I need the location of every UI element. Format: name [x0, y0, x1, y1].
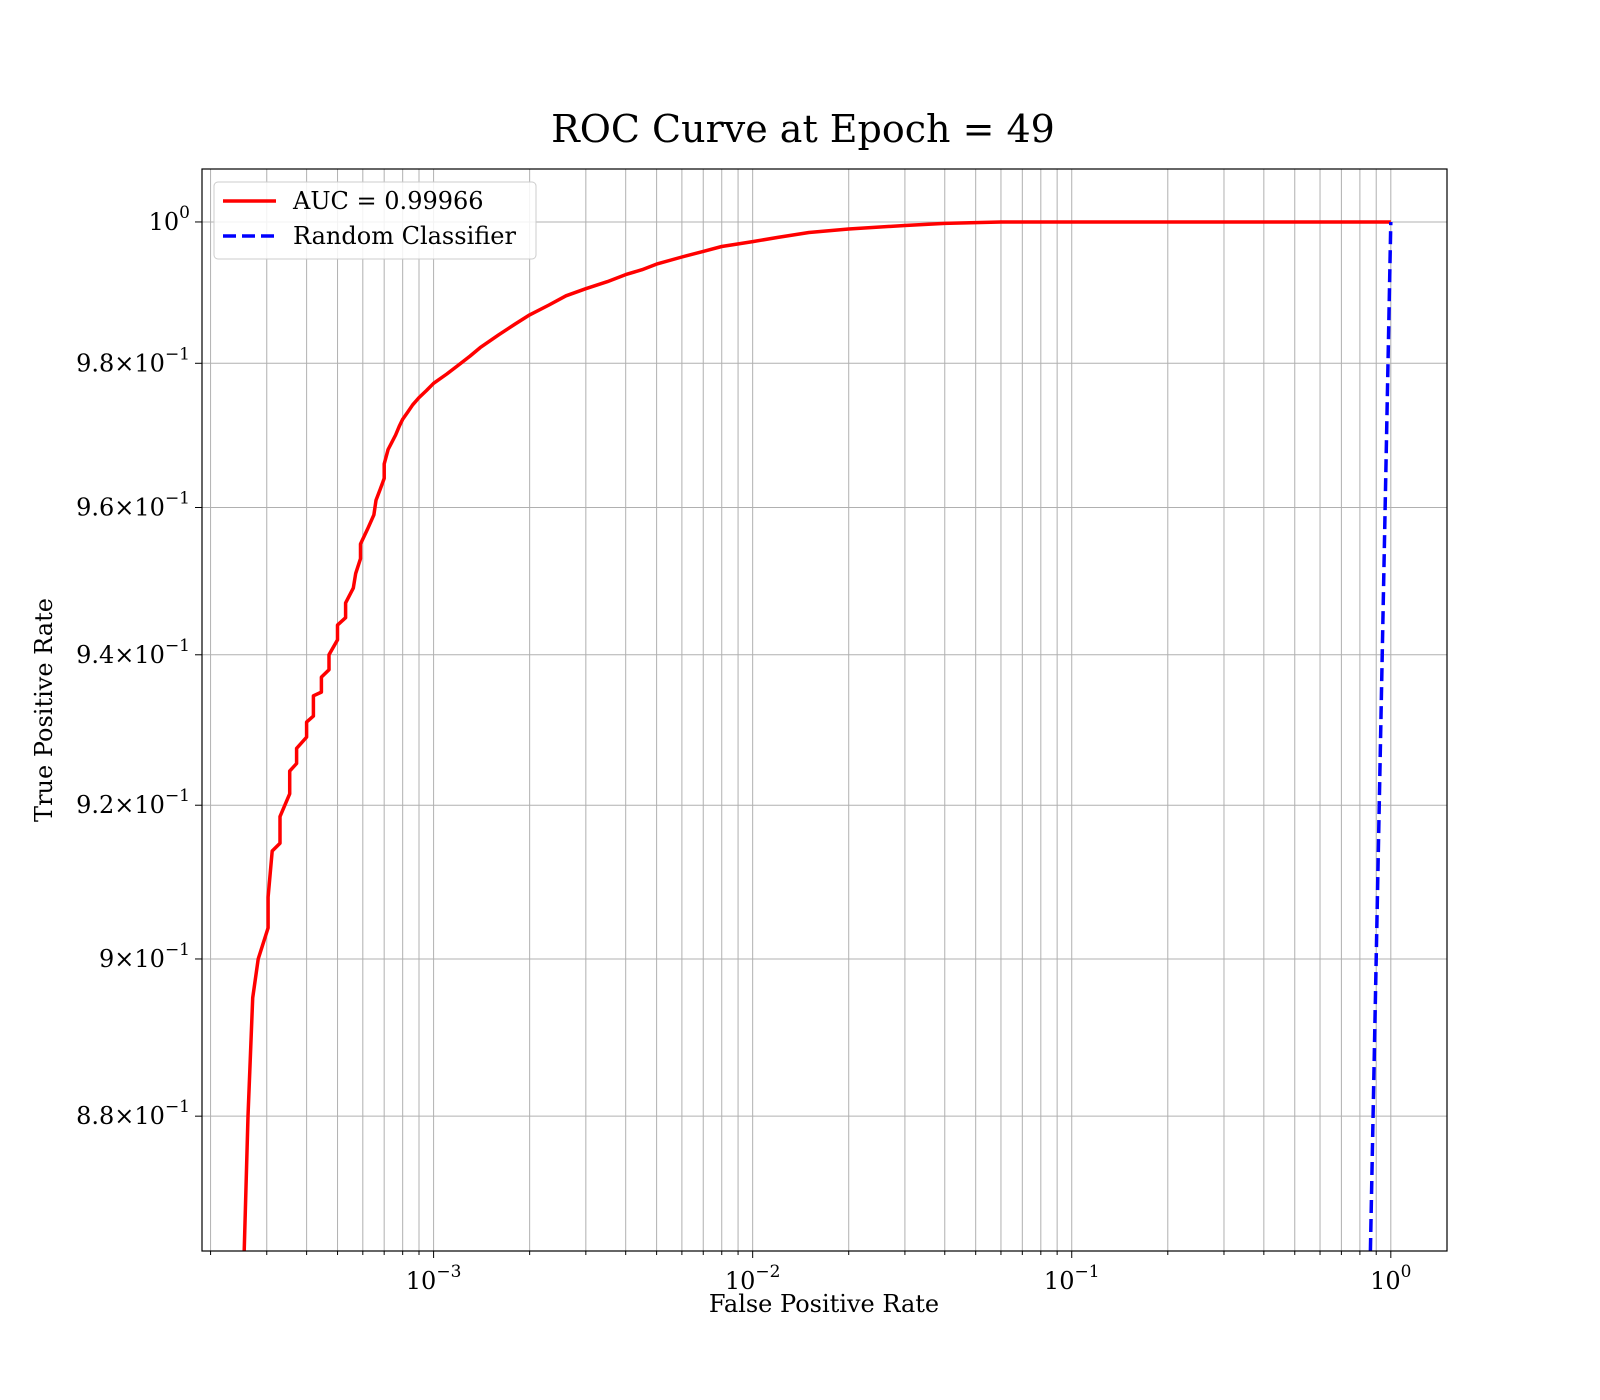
- y-tick-label: 100: [149, 203, 190, 236]
- x-tick-label: 100: [1370, 1262, 1411, 1295]
- y-tick-label: 9×10−1: [99, 940, 190, 973]
- roc-curve-line: [242, 220, 1391, 1251]
- y-tick-label: 9.6×10−1: [76, 489, 190, 522]
- legend-box: [213, 181, 537, 260]
- legend-label-auc: AUC = 0.99966: [292, 187, 484, 215]
- x-tick-label: 10−3: [406, 1262, 462, 1295]
- x-tick-label: 10−2: [725, 1262, 781, 1295]
- legend-label-random: Random Classifier: [293, 222, 516, 250]
- y-tick-label: 8.8×10−1: [76, 1097, 190, 1130]
- chart-title: ROC Curve at Epoch = 49: [551, 107, 1055, 151]
- x-axis-label: False Positive Rate: [709, 1290, 939, 1318]
- y-tick-label: 9.4×10−1: [76, 636, 190, 669]
- y-tick-label: 9.2×10−1: [76, 786, 190, 819]
- x-tick-label: 10−1: [1044, 1262, 1100, 1295]
- plot-frame: [201, 168, 1448, 1252]
- axis-ticks: 8.8×10−1 9×10−1 9.2×10−1 9.4×10−1 9.6×10−1 9.…: [76, 203, 1411, 1295]
- legend: AUC = 0.99966 Random Classifier: [213, 181, 537, 260]
- grid-lines: [202, 169, 1447, 1251]
- y-tick-label: 9.8×10−1: [76, 344, 190, 377]
- random-classifier-line: [1368, 221, 1393, 1251]
- data-series: [242, 220, 1393, 1251]
- y-axis-label: True Positive Rate: [30, 598, 58, 822]
